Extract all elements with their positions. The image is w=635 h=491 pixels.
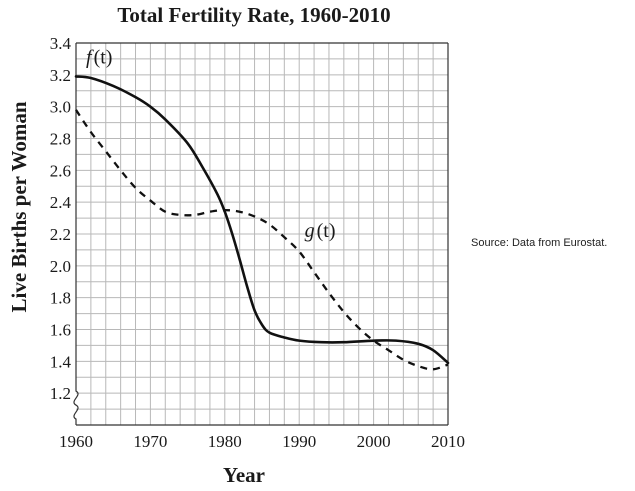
y-tick-label: 3.0 (50, 98, 71, 117)
y-tick-label: 1.2 (50, 384, 71, 403)
grid (76, 43, 448, 425)
series-labels: f (t) g (t) (86, 47, 336, 242)
y-axis-title: Live Births per Woman (7, 101, 31, 312)
series-lines (74, 75, 450, 371)
y-tick-label: 2.8 (50, 130, 71, 149)
y-tick-label: 1.4 (50, 352, 72, 371)
y-tick-label: 1.6 (50, 321, 71, 340)
y-tick-label: 3.2 (50, 66, 71, 85)
x-tick-label: 1960 (59, 432, 93, 451)
x-tick-label: 1980 (208, 432, 242, 451)
x-tick-label: 2000 (357, 432, 391, 451)
series-label-f: f (t) (86, 47, 112, 69)
y-tick-label: 2.0 (50, 257, 71, 276)
series-line-f (74, 75, 450, 365)
x-axis-title: Year (223, 463, 265, 487)
y-tick-label: 2.6 (50, 161, 71, 180)
source-note: Source: Data from Eurostat. (471, 237, 607, 249)
x-tick-label: 1970 (133, 432, 167, 451)
y-tick-label: 2.2 (50, 225, 71, 244)
series-line-g (75, 109, 449, 371)
x-tick-label: 1990 (282, 432, 316, 451)
axes (73, 42, 449, 426)
y-axis-line-with-break (73, 43, 79, 425)
x-tick-label: 2010 (431, 432, 465, 451)
y-tick-label: 1.8 (50, 289, 71, 308)
y-tick-label: 2.4 (50, 193, 72, 212)
tick-labels: 1960 1970 1980 1990 2000 2010 1.2 1.4 1.6 1.8 2.0 2… (50, 34, 465, 451)
series-label-g: g (t) (305, 220, 336, 242)
chart-title: Total Fertility Rate, 1960-2010 (117, 3, 390, 27)
y-tick-label: 3.4 (50, 34, 72, 53)
